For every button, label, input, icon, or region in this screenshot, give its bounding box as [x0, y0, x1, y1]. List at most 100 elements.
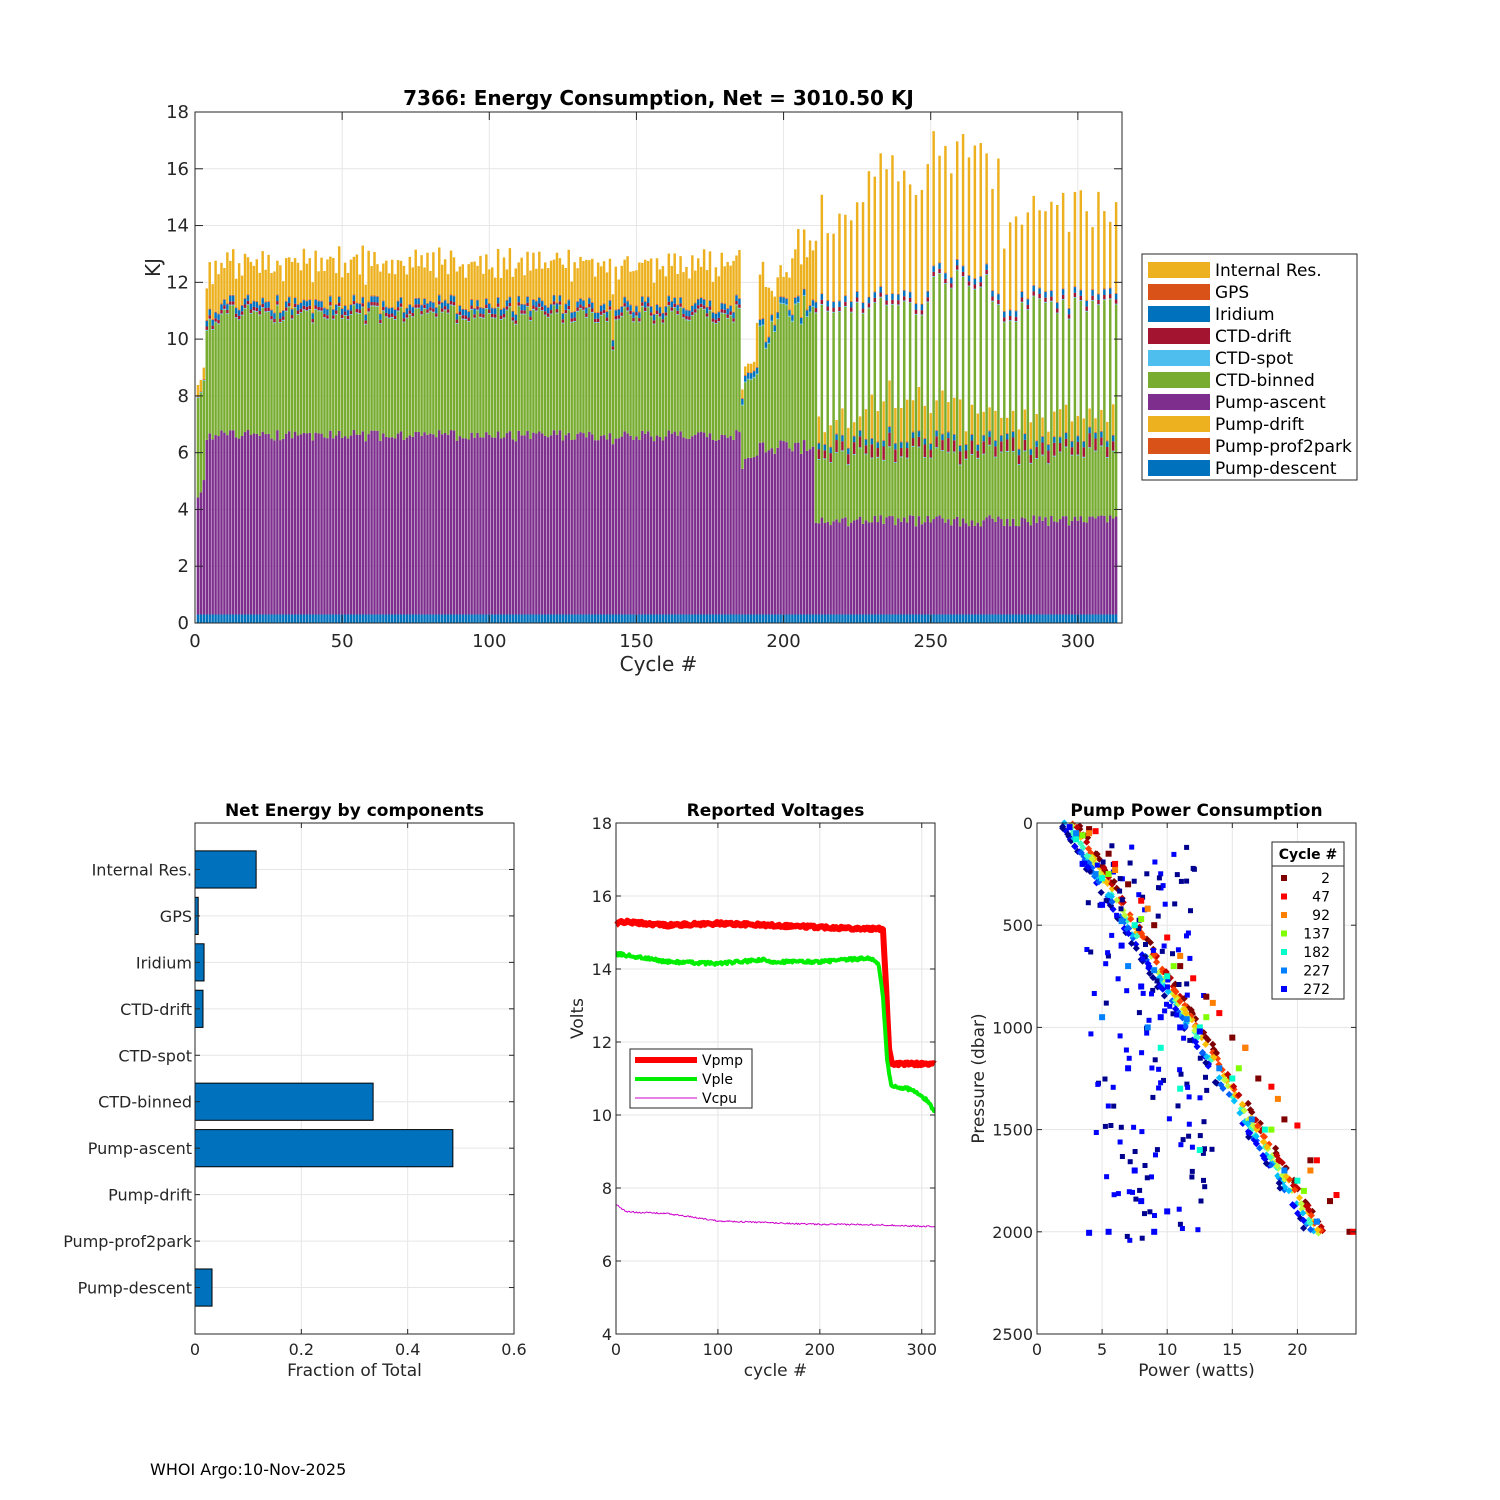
bar-ctd-spot: [705, 316, 709, 318]
bar-pump-ascent: [249, 434, 253, 615]
bar-ctd-spot: [732, 321, 735, 323]
bar-iridium: [673, 297, 676, 304]
bar-ctd-drift: [282, 316, 285, 320]
bar-ctd-binned: [947, 452, 950, 520]
bar-gps: [493, 307, 497, 309]
bar-pump-ascent: [985, 517, 988, 615]
bar-gps: [764, 341, 768, 343]
bar-ctd-drift: [452, 301, 456, 306]
bar-ctd-spot: [1076, 454, 1080, 456]
bar-ctd-drift: [891, 299, 894, 304]
bar-ctd-binned: [1044, 302, 1047, 518]
bar-iridium: [532, 299, 535, 306]
bar-ctd-binned: [411, 317, 415, 437]
bar-ctd-spot: [546, 316, 550, 318]
bar-internal-res-: [499, 277, 503, 310]
bar-ctd-drift: [488, 309, 491, 313]
bar-ctd-drift: [284, 307, 288, 311]
bar-pump-ascent: [623, 431, 626, 615]
bar-ctd-drift: [417, 304, 420, 308]
x-tick-label: 100: [472, 631, 506, 652]
scatter-point: [1126, 1055, 1132, 1061]
bar-ctd-drift: [658, 313, 662, 317]
bar-pump-ascent: [408, 435, 412, 615]
bar-iridium: [370, 296, 373, 302]
bar-internal-res-: [364, 284, 367, 314]
bar-ctd-spot: [920, 314, 924, 316]
bar-pump-ascent: [782, 441, 785, 615]
bar-gps: [852, 435, 856, 437]
bar-iridium: [861, 302, 865, 309]
bar-internal-res-: [1106, 421, 1109, 441]
legend-label: Pump-descent: [1215, 459, 1337, 479]
bar-ctd-spot: [776, 318, 779, 320]
bar-ctd-binned: [850, 312, 853, 523]
bar-ctd-drift: [649, 312, 653, 316]
bar-pump-ascent: [852, 520, 856, 615]
bar-ctd-spot: [797, 301, 800, 303]
bar-internal-res-: [1070, 421, 1074, 441]
bar-gps: [440, 301, 444, 303]
bar-ctd-spot: [955, 269, 959, 271]
bar-pump-descent: [208, 614, 211, 623]
bar-iridium: [726, 308, 729, 315]
bar-pump-ascent: [308, 432, 312, 615]
bar-iridium: [891, 294, 894, 300]
bar-pump-ascent: [682, 437, 685, 615]
bar-pump-ascent: [652, 441, 656, 615]
bar-ctd-drift: [258, 310, 261, 315]
bar-iridium: [308, 300, 312, 306]
bar-iridium: [1070, 441, 1074, 448]
bar-internal-res-: [673, 253, 676, 298]
bar-ctd-binned: [267, 311, 270, 434]
bar-ctd-binned: [864, 454, 868, 521]
bar-gps: [370, 295, 373, 297]
bar-ctd-binned: [646, 307, 650, 432]
bar-ctd-binned: [1106, 457, 1109, 523]
bar-internal-res-: [588, 260, 591, 298]
bar-ctd-drift: [947, 438, 950, 452]
bar-ctd-binned: [208, 319, 211, 434]
bar-ctd-drift: [420, 310, 423, 315]
bar-pump-descent: [240, 614, 244, 623]
bar-iridium: [446, 303, 450, 310]
bar-ctd-binned: [655, 314, 659, 436]
bar-ctd-binned: [1100, 446, 1103, 516]
bar-pump-descent: [979, 614, 982, 623]
bar-gps: [588, 297, 591, 299]
scatter-point: [1125, 930, 1133, 938]
bar-ctd-binned: [382, 311, 385, 434]
y-tick-label: 6: [602, 1252, 612, 1271]
bar-pump-descent: [373, 614, 376, 623]
bar-internal-res-: [405, 274, 409, 308]
bar-internal-res-: [1050, 201, 1053, 291]
scatter-point: [1103, 1000, 1109, 1006]
scatter-point: [1282, 1172, 1290, 1180]
bar-iridium: [426, 303, 429, 310]
bar-iridium: [470, 299, 473, 306]
bar-iridium: [473, 308, 476, 315]
bar-internal-res-: [702, 249, 706, 299]
bar-internal-res-: [832, 233, 835, 302]
y-tick-label: CTD-spot: [118, 1046, 192, 1065]
x-tick-label: 0: [611, 1340, 621, 1359]
bar-pump-ascent: [735, 430, 738, 615]
bar-ctd-drift: [1079, 295, 1083, 301]
scatter-point: [1289, 1201, 1297, 1209]
bar-internal-res-: [420, 255, 423, 305]
scatter-point: [1184, 992, 1190, 998]
bar-ctd-drift: [867, 303, 871, 308]
bar-internal-res-: [429, 270, 432, 301]
bar-ctd-drift: [508, 302, 512, 307]
bar-internal-res-: [234, 278, 238, 308]
bar-internal-res-: [950, 173, 953, 277]
bar-ctd-drift: [214, 318, 217, 322]
bar-ctd-drift: [320, 307, 323, 311]
bar-ctd-binned: [1047, 464, 1050, 526]
bar-iridium: [535, 301, 538, 308]
legend-swatch: [1148, 394, 1210, 410]
bar-ctd-binned: [1067, 319, 1071, 526]
bar-pump-descent: [364, 614, 367, 623]
bar-pump-ascent: [808, 449, 812, 615]
bar-internal-res-: [758, 274, 762, 320]
